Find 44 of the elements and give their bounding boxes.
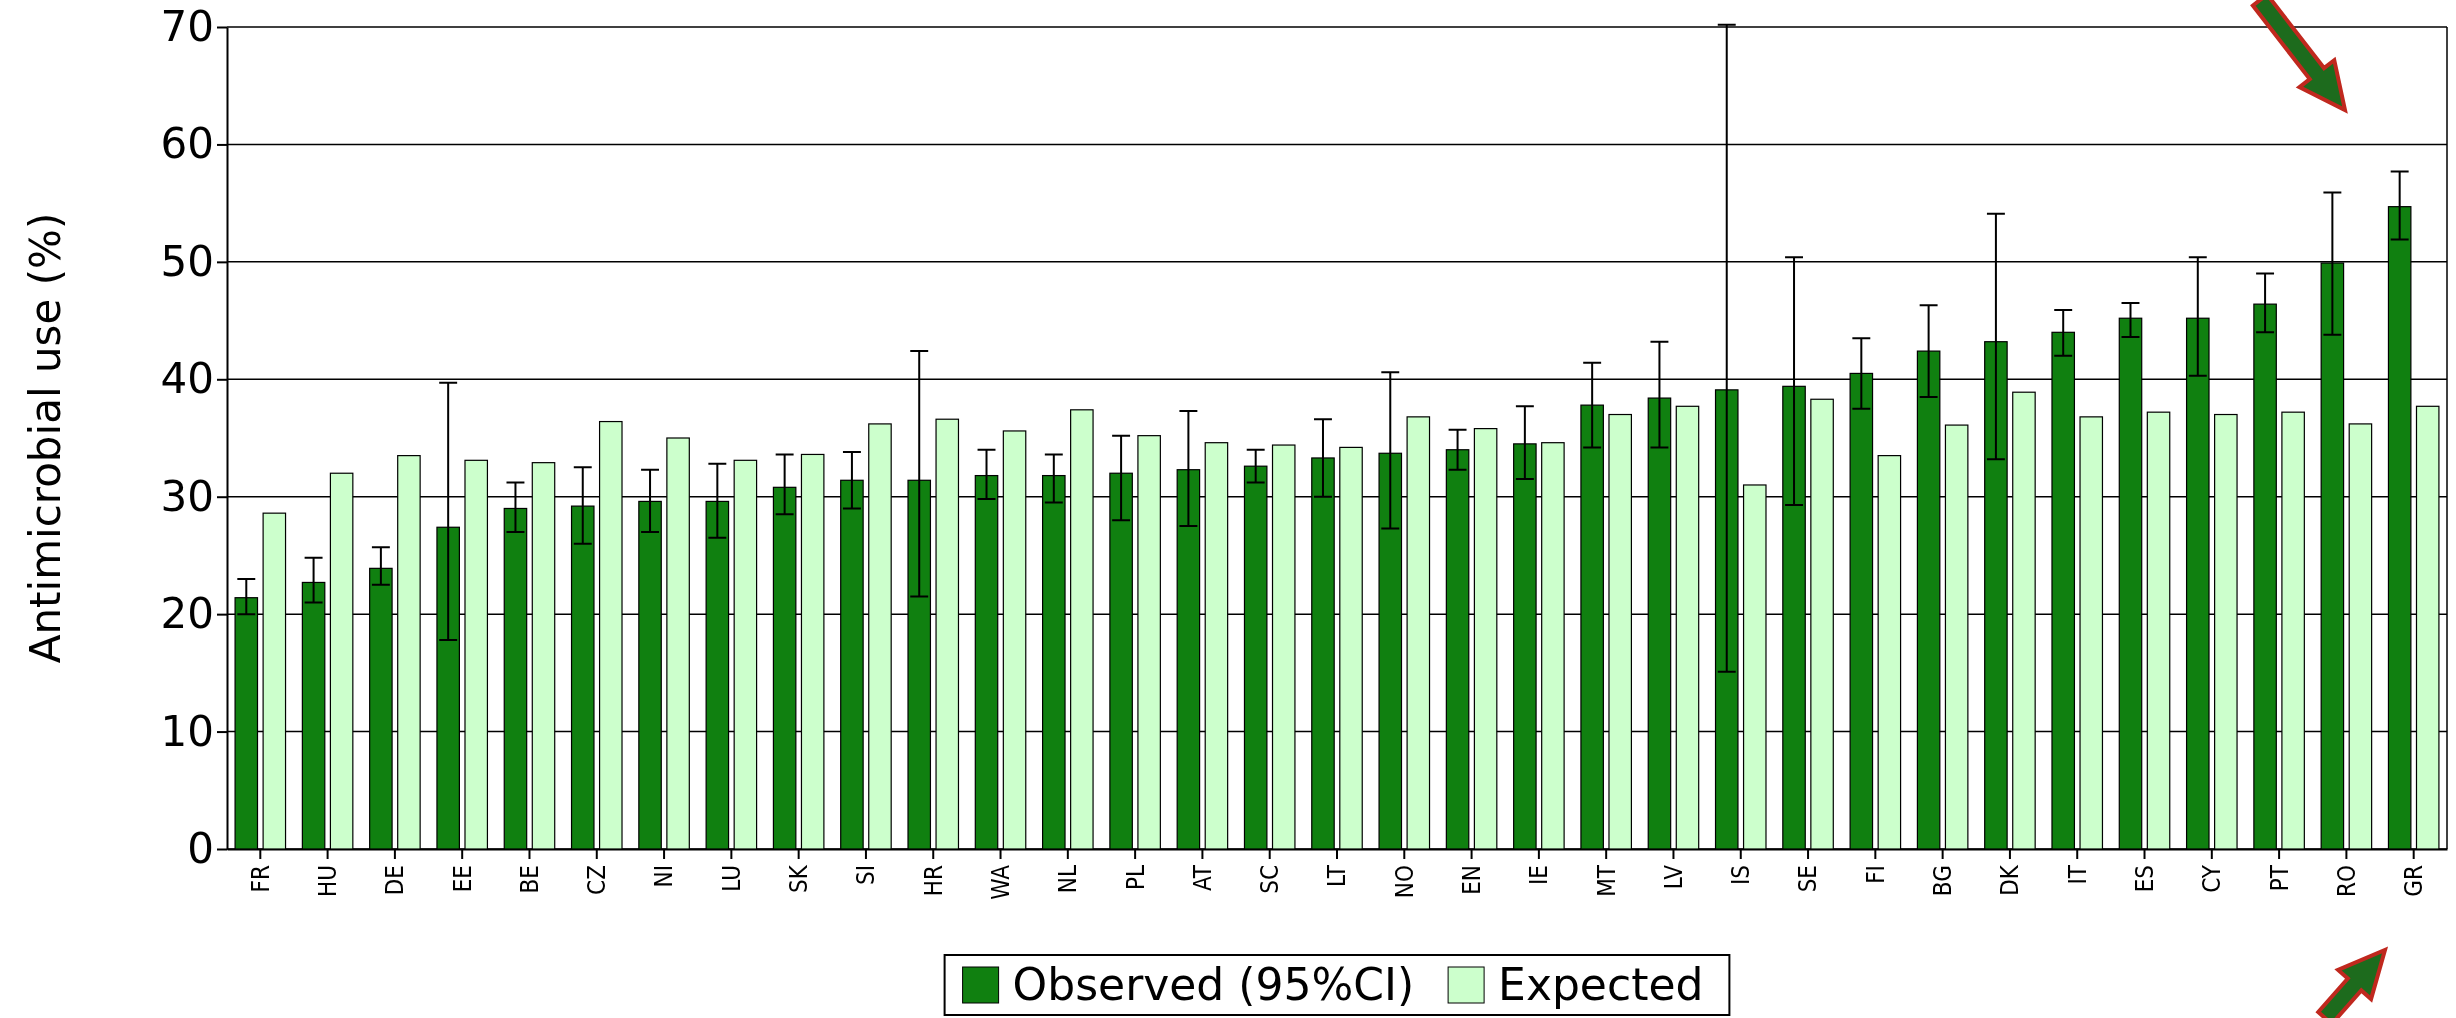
x-tick-label: CZ xyxy=(583,865,612,895)
y-tick-label: 0 xyxy=(187,823,214,873)
x-tick-label: NL xyxy=(1054,865,1083,894)
x-tick-label: LV xyxy=(1659,864,1688,890)
x-tick-label: AT xyxy=(1188,864,1217,892)
x-tick-label: SI xyxy=(852,865,881,886)
x-tick-label: NO xyxy=(1390,865,1419,899)
y-tick-label: 70 xyxy=(160,1,214,51)
x-tick-label: HU xyxy=(314,865,342,898)
x-tick-label: IE xyxy=(1525,865,1554,886)
legend-label: Expected xyxy=(1498,959,1704,1011)
x-tick-label: FR xyxy=(246,865,275,893)
x-tick-label: BE xyxy=(515,865,544,894)
x-tick-label: SC xyxy=(1256,865,1285,894)
y-tick-label: 40 xyxy=(160,354,214,404)
x-tick-label: LU xyxy=(717,865,746,892)
x-tick-label: BG xyxy=(1929,865,1958,897)
x-tick-label: EE xyxy=(448,865,477,893)
x-tick-label: MT xyxy=(1592,864,1621,897)
x-tick-label: CY xyxy=(2198,864,2227,893)
x-tick-label: IT xyxy=(2063,864,2092,885)
x-tick-label: WA xyxy=(986,864,1015,900)
x-tick-label: IS xyxy=(1727,865,1756,886)
y-tick-label: 20 xyxy=(160,589,214,639)
x-tick-label: PL xyxy=(1121,865,1150,891)
x-tick-label: DE xyxy=(381,865,410,896)
y-tick-label: 60 xyxy=(160,119,214,169)
x-tick-label: EN xyxy=(1457,865,1486,895)
x-tick-label: ES xyxy=(2130,865,2159,893)
x-tick-label: DK xyxy=(1996,864,2025,896)
x-tick-label: SE xyxy=(1794,865,1823,893)
x-tick-label: PT xyxy=(2265,864,2294,892)
y-tick-label: 50 xyxy=(160,236,214,286)
y-axis-title: Antimicrobial use (%) xyxy=(21,212,70,664)
x-tick-label: FI xyxy=(1861,865,1890,884)
x-tick-label: NI xyxy=(650,865,679,888)
legend-label: Observed (95%CI) xyxy=(1012,959,1415,1011)
y-tick-label: 10 xyxy=(160,706,214,756)
x-tick-label: HR xyxy=(919,865,948,897)
x-tick-label: LT xyxy=(1323,864,1352,887)
y-tick-label: 30 xyxy=(160,471,214,521)
x-tick-label: GR xyxy=(2400,865,2429,897)
x-tick-label: RO xyxy=(2332,865,2361,897)
x-tick-label: SK xyxy=(785,864,814,893)
